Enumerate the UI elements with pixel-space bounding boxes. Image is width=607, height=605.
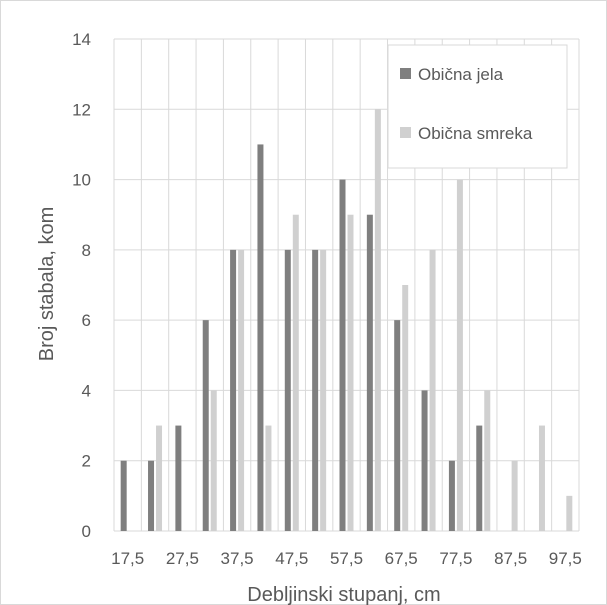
bar-obicna-smreka: [429, 249, 436, 531]
x-tick-label: 97,5: [549, 549, 582, 568]
legend-label-obicna-smreka: Obična smreka: [418, 124, 533, 143]
bar-obicna-smreka: [265, 425, 272, 531]
x-tick-label: 77,5: [439, 549, 472, 568]
bar-obicna-jela: [175, 425, 182, 531]
legend-swatch-obicna-smreka: [400, 127, 411, 138]
x-tick-label: 87,5: [494, 549, 527, 568]
y-tick-label: 12: [72, 100, 91, 119]
bar-obicna-jela: [120, 460, 127, 531]
x-axis-tick-labels: 17,5 27,5 37,5 47,5 57,5 67,5 77,5 87,5 97,5: [111, 549, 582, 568]
x-tick-label: 47,5: [275, 549, 308, 568]
bar-obicna-jela: [148, 460, 155, 531]
x-tick-label: 57,5: [330, 549, 363, 568]
bar-obicna-jela: [339, 179, 346, 532]
bar-obicna-jela: [202, 320, 209, 531]
y-tick-label: 6: [82, 311, 91, 330]
gridlines: [113, 38, 580, 532]
bar-obicna-smreka: [210, 390, 217, 531]
y-tick-label: 2: [82, 452, 91, 471]
y-tick-label: 8: [82, 241, 91, 260]
bars: [120, 109, 573, 532]
y-axis-title: Broj stabala, kom: [36, 207, 58, 362]
bar-obicna-smreka: [456, 179, 463, 532]
legend-box: [387, 44, 568, 169]
legend-swatch-obicna-jela: [400, 68, 411, 79]
bar-obicna-smreka: [347, 214, 354, 531]
y-tick-label: 10: [72, 171, 91, 190]
bar-obicna-jela: [394, 320, 401, 531]
y-tick-label: 14: [72, 30, 91, 49]
bar-obicna-smreka: [320, 249, 327, 531]
x-tick-label: 67,5: [385, 549, 418, 568]
bar-obicna-smreka: [566, 495, 573, 531]
x-tick-label: 17,5: [111, 549, 144, 568]
bar-obicna-jela: [421, 390, 428, 531]
y-axis-tick-labels: 0 2 4 6 8 10 12 14: [72, 30, 91, 541]
bar-obicna-jela: [257, 144, 264, 531]
bar-obicna-smreka: [292, 214, 299, 531]
bar-obicna-jela: [230, 249, 237, 531]
x-axis-title: Debljinski stupanj, cm: [247, 584, 440, 605]
x-tick-label: 37,5: [221, 549, 254, 568]
bar-obicna-smreka: [511, 460, 518, 531]
bar-obicna-jela: [448, 460, 455, 531]
legend-label-obicna-jela: Obična jela: [418, 65, 504, 84]
bar-obicna-jela: [312, 249, 319, 531]
legend: Obična jela Obična smreka: [387, 44, 568, 169]
bar-obicna-smreka: [538, 425, 545, 531]
bar-obicna-smreka: [402, 285, 409, 531]
bar-obicna-smreka: [238, 249, 245, 531]
bar-obicna-smreka: [374, 109, 381, 532]
y-tick-label: 0: [82, 522, 91, 541]
x-tick-label: 27,5: [166, 549, 199, 568]
bar-obicna-jela: [366, 214, 373, 531]
bar-obicna-smreka: [156, 425, 163, 531]
bar-obicna-jela: [284, 249, 291, 531]
bar-obicna-smreka: [484, 390, 491, 531]
bar-obicna-jela: [476, 425, 483, 531]
y-tick-label: 4: [82, 381, 91, 400]
